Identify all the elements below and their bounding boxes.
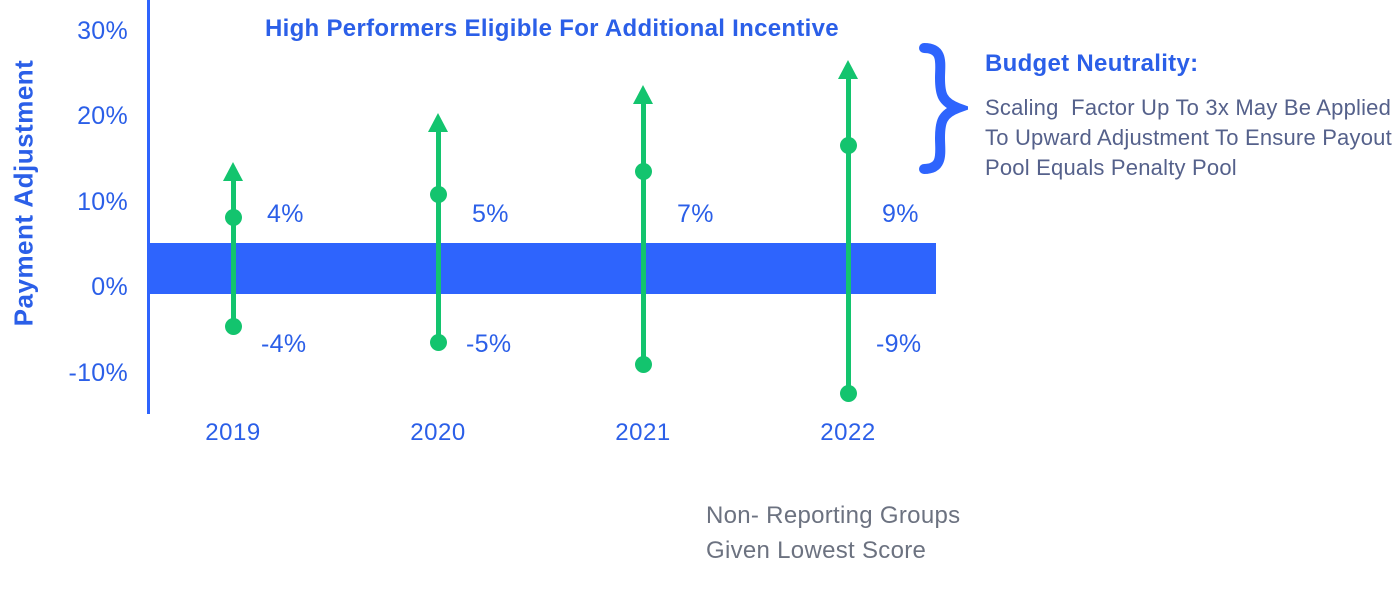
y-axis-line <box>147 0 150 414</box>
caption-line: Given Lowest Score <box>706 537 927 564</box>
downside-percent-label: -9% <box>876 330 922 358</box>
non-reporting-caption: Non- Reporting Groups Given Lowest Score <box>706 498 960 568</box>
x-axis-year-label: 2020 <box>410 419 466 446</box>
arrow-up-icon <box>223 162 243 182</box>
upside-percent-label: 7% <box>677 200 714 228</box>
x-axis-year-label: 2019 <box>205 419 261 446</box>
range-arrow-line <box>845 76 851 394</box>
range-arrow-line <box>435 129 441 343</box>
budget-note-line: Pool Equals Penalty Pool <box>985 155 1237 180</box>
lower-dot <box>839 384 857 402</box>
y-axis-tick-label: 10% <box>77 187 128 216</box>
arrow-up-icon <box>633 85 653 105</box>
y-axis-tick-label: 20% <box>77 102 128 130</box>
curly-brace-icon <box>919 43 968 174</box>
downside-percent-label: -4% <box>261 330 307 358</box>
range-arrow-line <box>230 178 236 327</box>
upside-percent-label: 4% <box>267 200 304 228</box>
lower-dot <box>224 317 242 335</box>
budget-neutrality-heading: Budget Neutrality: <box>985 50 1199 77</box>
upper-dot <box>839 136 857 154</box>
y-axis-title: Payment Adjustment <box>8 59 39 327</box>
downside-percent-label: -5% <box>466 330 512 358</box>
y-axis-tick-label: 30% <box>77 16 128 45</box>
x-axis-year-label: 2021 <box>615 419 671 446</box>
caption-line: Non- Reporting Groups <box>706 502 961 529</box>
upper-dot <box>634 163 652 181</box>
chart-annotation-title: High Performers Eligible For Additional … <box>265 15 839 42</box>
range-arrow-line <box>640 101 646 365</box>
lower-dot <box>429 334 447 352</box>
upside-percent-label: 9% <box>882 200 919 228</box>
arrow-up-icon <box>838 60 858 80</box>
budget-note-line: Scaling Factor Up To 3x May Be Applied <box>985 95 1392 120</box>
upside-percent-label: 5% <box>472 200 509 228</box>
upper-dot <box>224 209 242 227</box>
y-axis-tick-label: -10% <box>68 358 128 387</box>
upper-dot <box>429 186 447 204</box>
y-axis-tick-label: 0% <box>91 273 128 301</box>
arrow-up-icon <box>428 113 448 133</box>
budget-note-line: To Upward Adjustment To Ensure Payout <box>985 125 1392 150</box>
budget-neutrality-note: Scaling Factor Up To 3x May Be Applied T… <box>985 93 1396 183</box>
neutral-corridor-band <box>148 243 936 294</box>
x-axis-year-label: 2022 <box>820 419 876 446</box>
lower-dot <box>634 356 652 374</box>
